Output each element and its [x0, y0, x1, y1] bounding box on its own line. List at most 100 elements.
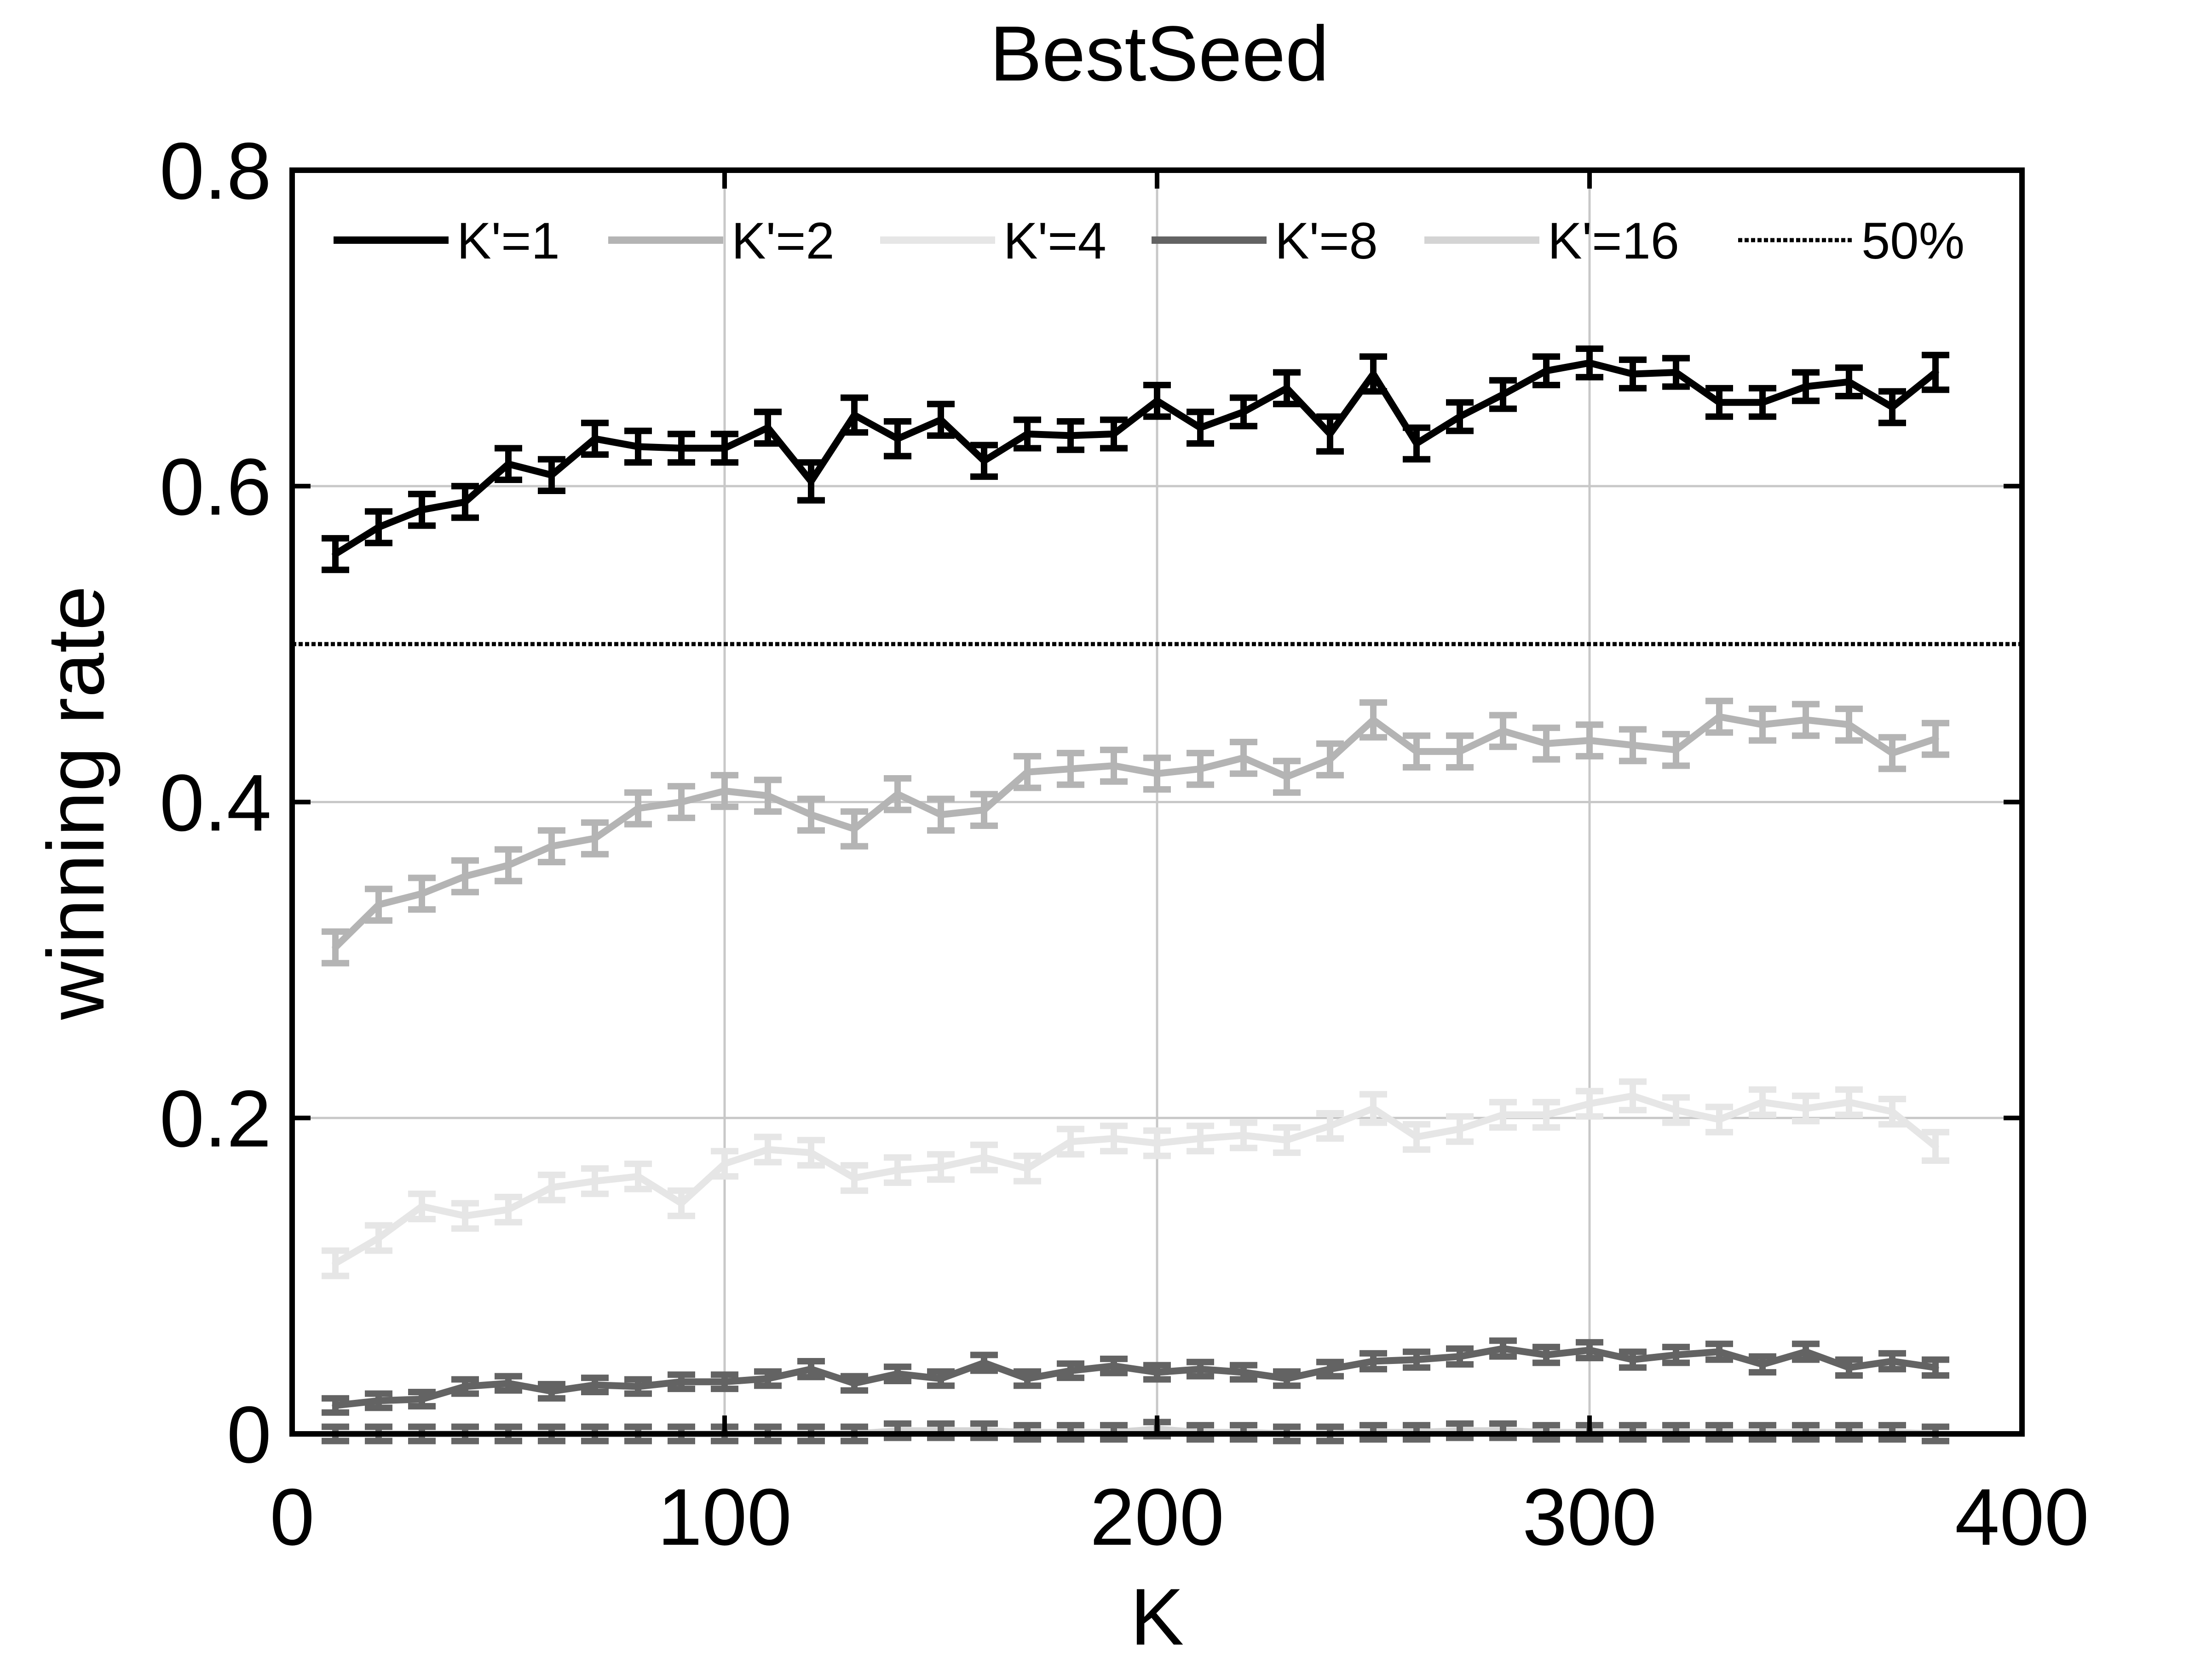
error-bar: [1014, 416, 1041, 452]
error-bar: [884, 1154, 911, 1186]
error-bar: [1835, 705, 1863, 744]
error-bar: [1446, 1345, 1474, 1368]
series-group: [322, 345, 1949, 1444]
error-bar: [841, 1373, 868, 1394]
error-bar: [1316, 740, 1344, 779]
series-line: [332, 1345, 1939, 1409]
error-bar: [970, 442, 998, 480]
y-axis-label: winning rate: [31, 586, 121, 1020]
error-bar: [711, 431, 738, 466]
error-bar: [1359, 1350, 1387, 1373]
error-bar: [1835, 1086, 1863, 1118]
legend-entry: 50%: [1738, 212, 1964, 270]
error-bar: [1576, 345, 1603, 380]
error-bar: [1446, 1113, 1474, 1145]
error-bar: [322, 1247, 349, 1279]
error-bar: [365, 508, 392, 547]
error-bar: [841, 808, 868, 850]
error-bar: [1100, 747, 1128, 785]
error-bar: [408, 1389, 436, 1410]
error-bar: [1057, 1126, 1084, 1158]
error-bar: [1532, 353, 1560, 388]
error-bar: [1662, 1094, 1690, 1126]
error-bar: [884, 1364, 911, 1384]
error-bar: [1705, 1341, 1733, 1363]
error-bar: [1878, 734, 1906, 772]
y-tick-label: 0.4: [160, 759, 271, 848]
error-bar: [754, 408, 782, 447]
error-bar: [668, 431, 695, 466]
error-bar: [1359, 699, 1387, 741]
error-bar: [495, 445, 522, 483]
error-bar: [711, 772, 738, 810]
x-axis-label: K: [1130, 1572, 1184, 1657]
error-bar: [1749, 705, 1776, 744]
legend-label: K'=16: [1548, 212, 1679, 270]
error-bar: [1705, 385, 1733, 420]
error-bar: [1576, 1339, 1603, 1362]
error-bar: [408, 490, 436, 529]
error-bar: [1446, 732, 1474, 771]
error-bar: [1835, 364, 1863, 400]
error-bar: [365, 1222, 392, 1254]
error-bar: [1922, 1129, 1949, 1164]
legend: K'=1 K'=2 K'=4 K'=8 K'=16 50%: [334, 212, 1964, 270]
error-bar: [322, 535, 349, 573]
error-bar: [1100, 416, 1128, 452]
error-bar: [365, 886, 392, 924]
error-bar: [1532, 1099, 1560, 1131]
x-tick-label: 100: [657, 1473, 792, 1562]
error-bar: [408, 875, 436, 913]
error-bar: [1922, 351, 1949, 393]
error-bar: [1619, 726, 1647, 765]
error-bar: [538, 827, 565, 865]
error-bar: [1057, 418, 1084, 453]
error-bar: [1792, 1341, 1820, 1363]
error-bar: [970, 1352, 998, 1374]
error-bar: [495, 1373, 522, 1394]
error-bar: [1230, 394, 1257, 430]
error-bar: [1187, 750, 1214, 788]
error-bar: [1705, 1104, 1733, 1136]
error-bar: [1878, 1096, 1906, 1128]
error-bar: [1187, 408, 1214, 447]
error-bar: [668, 783, 695, 821]
error-bar: [1532, 725, 1560, 763]
error-bar: [581, 420, 609, 458]
error-bar: [754, 1368, 782, 1389]
error-bar: [1662, 1344, 1690, 1366]
error-bar: [1014, 1368, 1041, 1389]
error-bar: [451, 483, 479, 521]
error-bar: [1662, 355, 1690, 390]
error-bar: [1230, 1119, 1257, 1151]
error-bar: [754, 777, 782, 815]
series-line: [332, 713, 1939, 951]
error-bar: [1619, 357, 1647, 391]
legend-entry: K'=1: [334, 212, 560, 270]
error-bar: [365, 1390, 392, 1411]
y-tick-label: 0: [227, 1390, 271, 1480]
error-bar: [711, 1371, 738, 1392]
error-bar: [1922, 719, 1949, 758]
error-bar: [538, 456, 565, 495]
series-3: [322, 1337, 1949, 1416]
error-bar: [1662, 731, 1690, 769]
error-bar: [668, 1371, 695, 1392]
error-bar: [1403, 424, 1430, 463]
legend-label: K'=8: [1275, 212, 1378, 270]
error-bar: [538, 1381, 565, 1402]
error-bar: [624, 427, 652, 466]
error-bar: [970, 1141, 998, 1174]
error-bar: [1316, 1358, 1344, 1380]
x-tick-label: 400: [1955, 1473, 2089, 1562]
grid: [292, 170, 2022, 1434]
series-line: [332, 359, 1939, 558]
error-bar: [451, 1376, 479, 1397]
error-bar: [1143, 381, 1171, 420]
error-bar: [408, 1191, 436, 1223]
error-bar: [624, 789, 652, 828]
error-bar: [1359, 1091, 1387, 1126]
error-bar: [495, 1193, 522, 1225]
error-bar: [1792, 701, 1820, 739]
legend-entry: K'=4: [880, 212, 1106, 270]
